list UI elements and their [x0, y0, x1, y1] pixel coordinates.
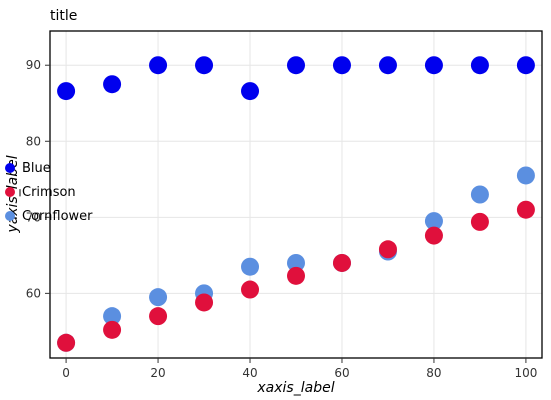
legend-label-blue: Blue	[22, 161, 51, 176]
legend-marker-blue	[5, 163, 15, 173]
data-point-crimson	[470, 212, 489, 231]
data-point-cornflower	[424, 212, 443, 231]
x-axis-label: xaxis_label	[256, 380, 334, 396]
data-point-cornflower	[516, 166, 535, 185]
data-point-crimson	[424, 226, 443, 245]
data-point-crimson	[287, 266, 305, 285]
data-point-cornflower	[103, 307, 122, 326]
legend-label-crimson: Crimson	[22, 185, 76, 200]
data-point-blue	[332, 56, 351, 75]
x-tick-label: 0	[62, 366, 70, 380]
x-tick-label: 60	[334, 366, 349, 380]
data-point-cornflower	[287, 253, 305, 272]
plot-frame	[49, 30, 543, 359]
data-point-blue	[470, 56, 489, 75]
y-tick-label: 70	[26, 210, 41, 224]
data-point-crimson	[103, 320, 122, 339]
legend-marker-cornflower	[5, 211, 15, 221]
data-point-cornflower	[241, 257, 260, 276]
x-tick-label: 40	[242, 366, 257, 380]
data-point-blue	[195, 56, 214, 75]
data-point-blue	[103, 75, 122, 94]
x-tick-label: 100	[514, 366, 537, 380]
data-point-blue	[241, 82, 260, 101]
chart-title: title	[50, 8, 77, 24]
y-tick-label: 90	[26, 58, 41, 72]
data-point-blue	[149, 56, 168, 75]
data-point-cornflower	[470, 185, 489, 204]
y-tick-label: 80	[26, 134, 41, 148]
legend: Blue Crimson Cornflower	[5, 161, 93, 224]
data-point-crimson	[241, 280, 260, 299]
data-point-blue	[516, 56, 535, 75]
data-point-crimson	[378, 240, 397, 259]
legend-marker-crimson	[5, 187, 15, 197]
data-point-blue	[287, 56, 305, 75]
data-point-blue	[424, 56, 443, 75]
y-tick-label: 60	[26, 286, 41, 300]
x-tick-label: 20	[150, 366, 165, 380]
data-point-crimson	[516, 200, 535, 219]
data-point-blue	[57, 82, 76, 101]
grid-lines	[50, 31, 542, 358]
data-point-blue	[378, 56, 397, 75]
data-point-crimson	[195, 293, 214, 312]
data-point-crimson	[332, 253, 351, 272]
data-points	[57, 56, 535, 352]
legend-label-cornflower: Cornflower	[22, 209, 93, 224]
data-point-crimson	[57, 333, 76, 352]
data-point-crimson	[149, 307, 168, 326]
data-point-cornflower	[149, 288, 168, 307]
x-tick-label: 80	[426, 366, 441, 380]
axis-ticks: 0 20 40 60 80 100 60 70 80 90	[26, 58, 538, 380]
